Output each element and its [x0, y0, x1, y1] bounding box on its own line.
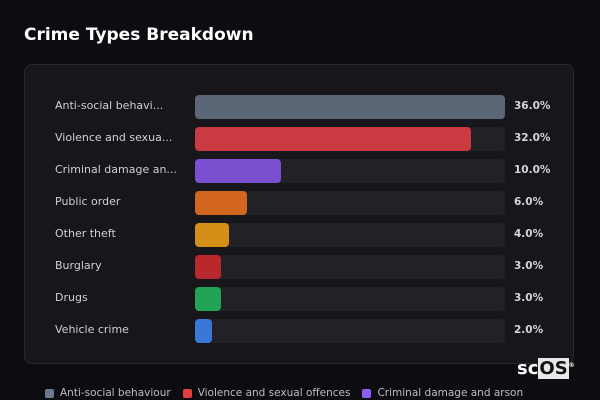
chart-card: Anti-social behavi... 36.0% Violence and … — [24, 64, 574, 364]
legend-swatch — [362, 388, 372, 398]
category-label: Vehicle crime — [55, 323, 129, 336]
bar-row: Violence and sexua... 32.0% — [25, 127, 573, 151]
category-label: Burglary — [55, 259, 102, 272]
legend-label: Anti-social behaviour — [60, 387, 171, 399]
legend-item[interactable]: Violence and sexual offences — [182, 387, 351, 399]
value-label: 4.0% — [514, 228, 544, 240]
bar — [195, 319, 213, 343]
bar — [195, 191, 247, 215]
value-label: 10.0% — [514, 164, 551, 176]
value-label: 6.0% — [514, 196, 544, 208]
bar-track — [195, 255, 505, 279]
bar-row: Criminal damage an... 10.0% — [25, 159, 573, 183]
category-label: Drugs — [55, 291, 88, 304]
value-label: 3.0% — [514, 260, 544, 272]
legend-item[interactable]: Criminal damage and arson — [362, 387, 523, 399]
bar — [195, 223, 230, 247]
bar-track — [195, 127, 505, 151]
bar — [195, 287, 221, 311]
scos-logo: scOS® — [517, 358, 575, 379]
bar-track — [195, 223, 505, 247]
bar — [195, 255, 221, 279]
category-label: Violence and sexua... — [55, 131, 173, 144]
category-label: Criminal damage an... — [55, 163, 177, 176]
bar — [195, 159, 282, 183]
bar-track — [195, 319, 505, 343]
legend-label: Criminal damage and arson — [377, 387, 524, 399]
bar-track — [195, 95, 505, 119]
legend-swatch — [45, 388, 54, 398]
bar-track — [195, 159, 505, 183]
legend: Anti-social behaviour Violence and sexual… — [45, 387, 523, 399]
bar-track — [195, 191, 505, 215]
value-label: 3.0% — [514, 292, 544, 304]
chart-title: Crime Types Breakdown — [24, 25, 254, 45]
bar-row: Burglary 3.0% — [25, 255, 573, 279]
bar — [195, 127, 471, 151]
category-label: Other theft — [55, 227, 116, 240]
value-label: 2.0% — [514, 324, 544, 336]
bar-row: Drugs 3.0% — [25, 287, 573, 311]
category-label: Public order — [55, 195, 121, 208]
legend-label: Violence and sexual offences — [197, 387, 351, 399]
bar — [195, 95, 505, 119]
bar-row: Anti-social behavi... 36.0% — [25, 95, 573, 119]
legend-swatch — [182, 388, 192, 398]
bar-row: Vehicle crime 2.0% — [25, 319, 573, 343]
bar-row: Other theft 4.0% — [25, 223, 573, 247]
bar-track — [195, 287, 505, 311]
value-label: 36.0% — [514, 100, 551, 112]
bar-row: Public order 6.0% — [25, 191, 573, 215]
category-label: Anti-social behavi... — [55, 99, 164, 112]
value-label: 32.0% — [514, 132, 551, 144]
legend-item[interactable]: Anti-social behaviour — [45, 387, 171, 399]
